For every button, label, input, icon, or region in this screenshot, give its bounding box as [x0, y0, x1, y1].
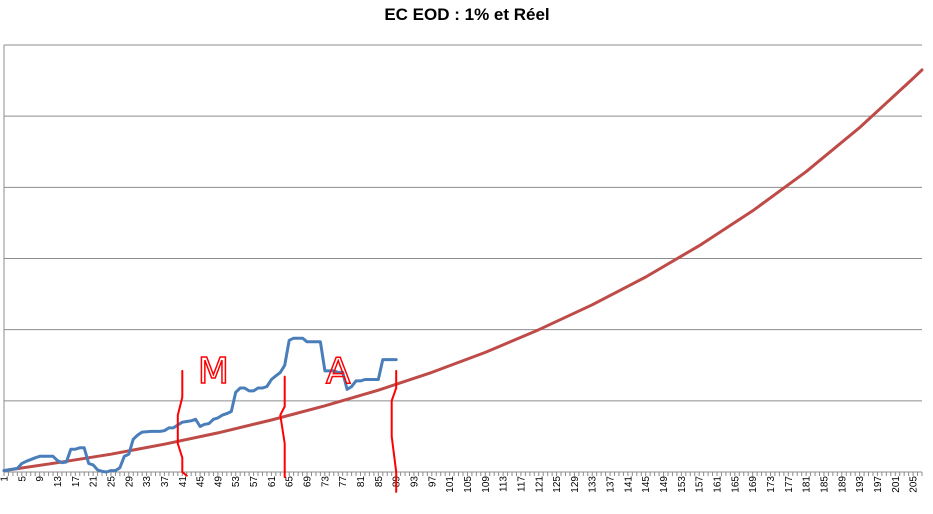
x-tick-label: 85: [374, 476, 385, 488]
x-tick-label: 61: [267, 476, 278, 488]
chart-title: EC EOD : 1% et Réel: [384, 5, 549, 24]
x-tick-label: 109: [481, 476, 492, 493]
x-tick-label: 193: [855, 476, 866, 493]
x-tick-label: 33: [142, 476, 153, 488]
series-line-1: [2, 68, 924, 473]
x-tick-label: 141: [623, 476, 634, 493]
x-tick-label: 57: [249, 476, 260, 488]
x-tick-label: 17: [71, 476, 82, 488]
x-tick-label: 9: [35, 476, 46, 482]
x-tick-label: 169: [748, 476, 759, 493]
annotation-mark-m: M: [198, 351, 229, 392]
x-tick-label: 157: [695, 476, 706, 493]
x-tick-label: 189: [837, 476, 848, 493]
annotation-line-3: [390, 369, 398, 493]
x-tick-label: 41: [178, 476, 189, 488]
x-tick-label: 113: [499, 476, 510, 492]
x-tick-label: 201: [891, 476, 902, 493]
x-tick-label: 69: [303, 476, 314, 488]
x-tick-label: 117: [516, 476, 527, 492]
gridlines: [3, 44, 922, 472]
x-tick-label: 101: [445, 476, 456, 493]
x-tick-label: 105: [463, 476, 474, 493]
annotation-line-2: [279, 375, 286, 478]
series-line-2: [2, 336, 398, 474]
x-tick-label: 1: [0, 476, 11, 482]
x-tick-label: 37: [160, 476, 171, 488]
x-tick-label: 205: [909, 476, 920, 493]
x-tick-label: 173: [766, 476, 777, 493]
x-tick-label: 153: [677, 476, 688, 493]
annotation-mark-a: A: [326, 351, 351, 392]
x-tick-label: 137: [606, 476, 617, 493]
x-tick-label: 93: [409, 476, 420, 488]
x-tick-label: 21: [89, 476, 100, 488]
x-tick-label: 13: [53, 476, 64, 488]
x-tick-label: 145: [641, 476, 652, 493]
x-tick-label: 73: [320, 476, 331, 488]
x-tick-label: 97: [427, 476, 438, 488]
series-group: [2, 68, 924, 474]
annotation-line-1: [176, 369, 188, 477]
x-tick-label: 149: [659, 476, 670, 493]
x-tick-label: 45: [196, 476, 207, 488]
x-tick-label: 133: [588, 476, 599, 493]
x-tick-label: 25: [106, 476, 117, 488]
x-axis: 1 5 9 13 17 21 25 29 33 37 41 45 49 53 57 61 65 69 73 77 81 8…: [0, 471, 923, 493]
x-tick-label: 29: [124, 476, 135, 488]
x-tick-label: 161: [713, 476, 724, 493]
x-tick-label: 125: [552, 476, 563, 493]
x-tick-label: 181: [802, 476, 813, 493]
x-tick-label: 65: [285, 476, 296, 488]
x-tick-label: 165: [730, 476, 741, 493]
x-tick-label: 129: [570, 476, 581, 493]
x-tick-label: 53: [231, 476, 242, 488]
x-tick-label: 5: [17, 476, 28, 482]
x-tick-label: 185: [819, 476, 830, 493]
x-tick-label: 77: [338, 476, 349, 488]
x-tick-label: 197: [873, 476, 884, 493]
x-tick-label: 49: [213, 476, 224, 488]
x-tick-label: 177: [784, 476, 795, 493]
x-tick-label: 121: [534, 476, 545, 493]
x-tick-label: 81: [356, 476, 367, 488]
